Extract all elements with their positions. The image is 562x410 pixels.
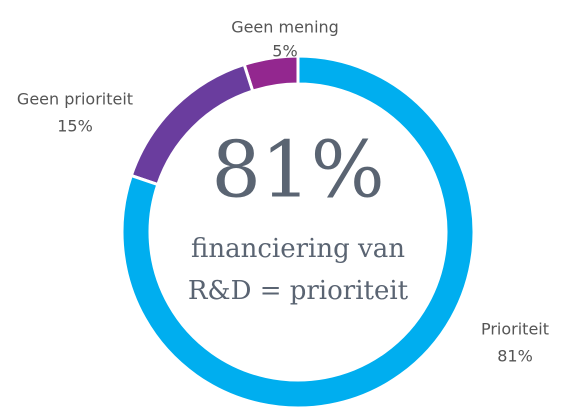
value-label: 5% [272, 42, 297, 61]
category-label: Geen mening [231, 18, 339, 37]
category-label: Geen prioriteit [17, 90, 133, 109]
donut-segment [129, 62, 255, 187]
center-text: financiering van [191, 234, 405, 264]
center-text: R&D = prioriteit [188, 276, 409, 306]
center-value: 81% [211, 126, 384, 216]
donut-segment [120, 54, 476, 410]
value-label: 81% [497, 347, 533, 366]
category-label: Prioriteit [481, 320, 549, 339]
value-label: 15% [57, 117, 93, 136]
